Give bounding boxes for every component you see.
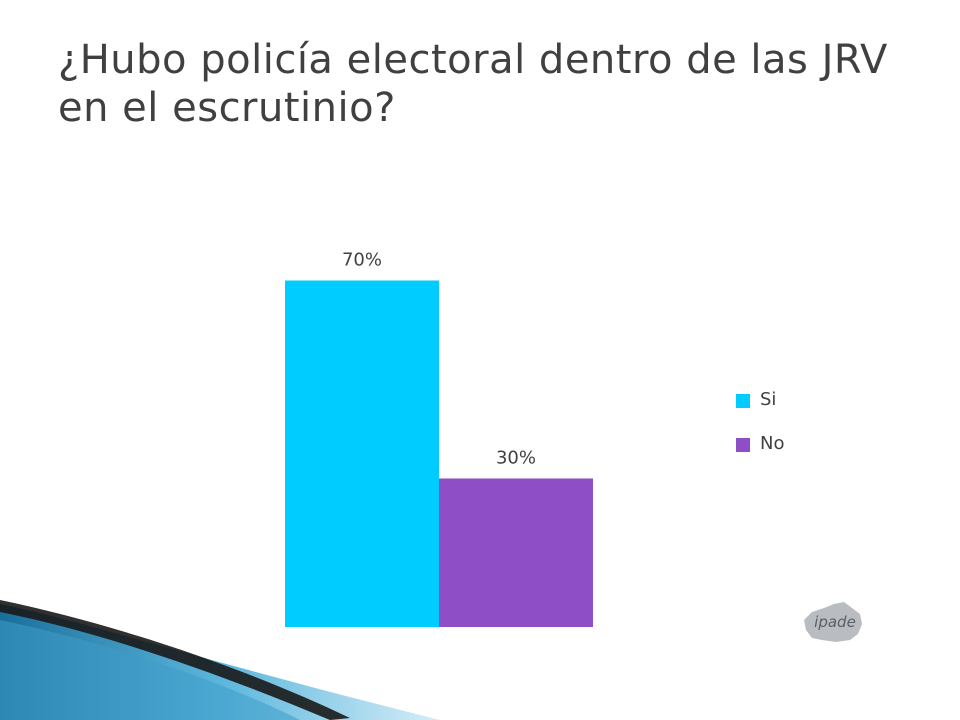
slide-title: ¿Hubo policía electoral dentro de las JR…	[58, 37, 888, 131]
legend-swatch-si	[736, 394, 750, 408]
chart-legend: Si No	[736, 388, 784, 476]
legend-label-no: No	[760, 432, 785, 454]
legend-swatch-no	[736, 438, 750, 452]
legend-item-no: No	[736, 432, 784, 454]
logo-text: ipade	[814, 613, 856, 631]
decorative-swoosh	[0, 600, 440, 720]
legend-item-si: Si	[736, 388, 784, 410]
ipade-logo: ipade	[804, 602, 862, 642]
data-label-no: 30%	[496, 448, 536, 469]
legend-label-si: Si	[760, 388, 777, 410]
bar-no	[439, 478, 593, 627]
bar-si	[285, 280, 439, 627]
data-labels-group: 70% 30%	[342, 250, 536, 469]
bars-group	[285, 280, 593, 627]
data-label-si: 70%	[342, 250, 382, 271]
